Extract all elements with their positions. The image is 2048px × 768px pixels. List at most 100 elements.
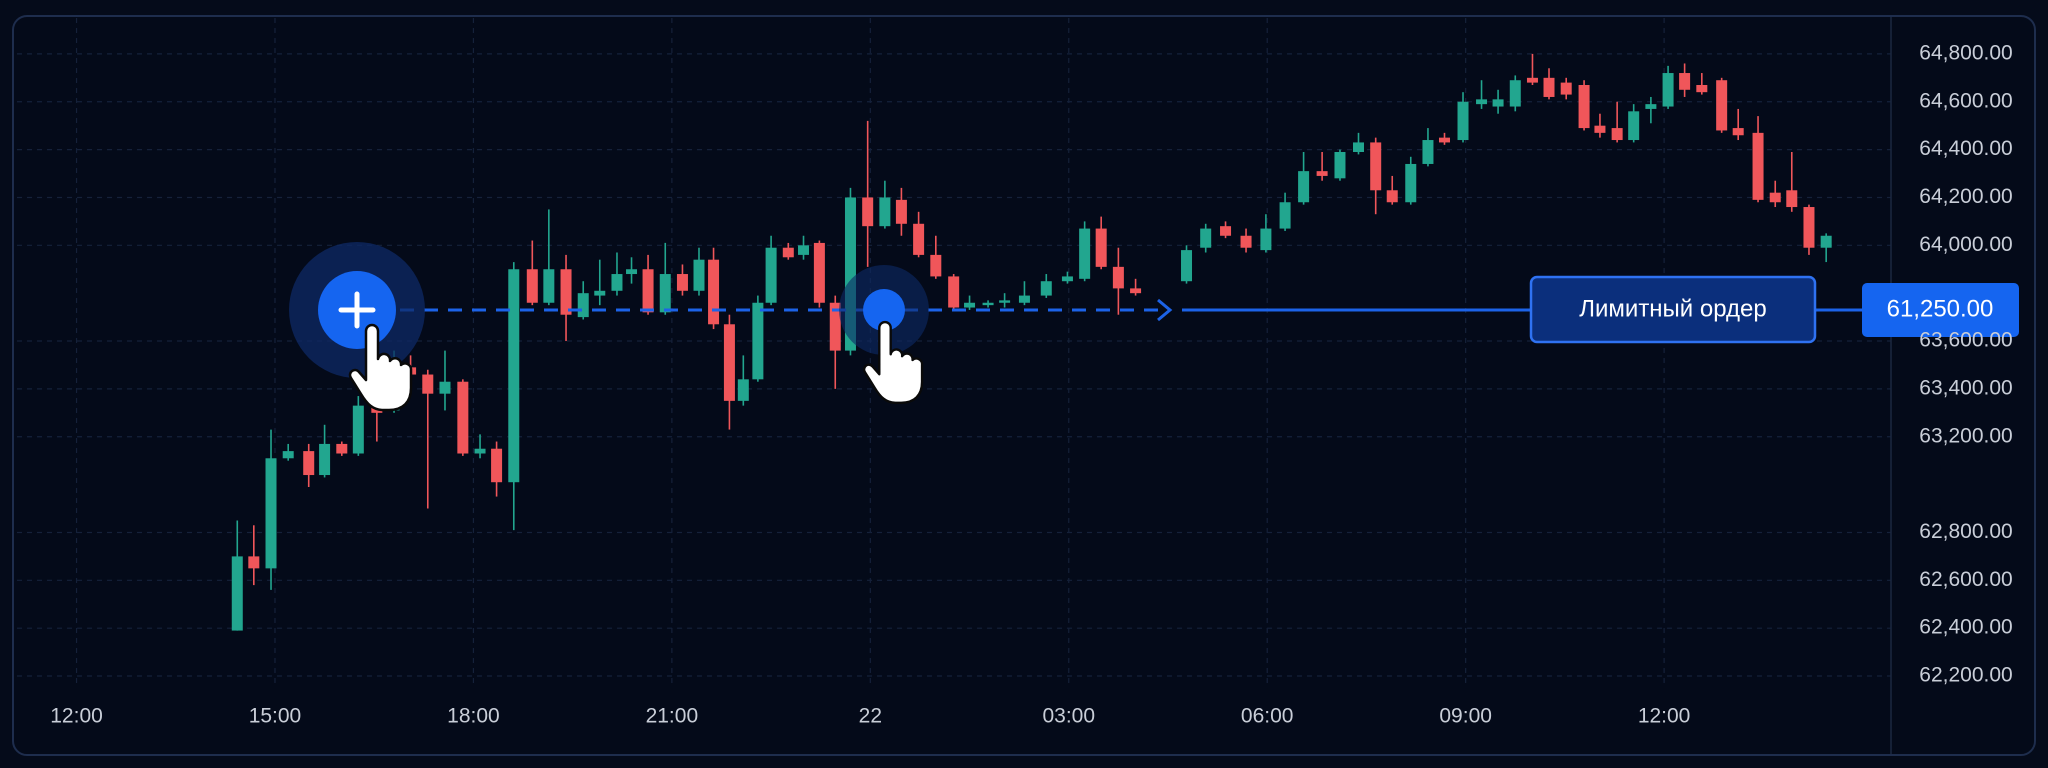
candle-body: [1611, 128, 1623, 141]
y-tick-label: 64,600.00: [1919, 89, 2012, 112]
candle-body: [491, 448, 503, 483]
candle-body: [765, 247, 777, 303]
candle-body: [1820, 235, 1832, 248]
candle-body: [752, 302, 764, 380]
y-tick-label: 64,000.00: [1919, 233, 2012, 256]
candle-body: [930, 254, 942, 277]
candle-body: [352, 405, 364, 454]
candle-body: [1095, 228, 1107, 267]
chart-frame: [12, 15, 2036, 756]
candle-body: [1018, 295, 1030, 303]
candle-body: [723, 324, 735, 401]
x-tick-label: 18:00: [447, 705, 500, 728]
candle-body: [1353, 142, 1365, 152]
candle-body: [474, 448, 486, 454]
candle-body: [1298, 171, 1310, 203]
candle-body: [813, 242, 825, 303]
candle-body: [1732, 128, 1744, 136]
candle-body: [782, 247, 794, 258]
candle-body: [248, 556, 260, 569]
candle-body: [1578, 85, 1590, 129]
candle-body: [913, 223, 925, 255]
candle-body: [1645, 104, 1657, 109]
candle-body: [1476, 99, 1488, 105]
candle-body: [543, 269, 555, 303]
candle-body: [1509, 80, 1521, 107]
y-tick-label: 63,600.00: [1919, 329, 2012, 352]
candle-body: [737, 379, 749, 401]
y-tick-label: 62,800.00: [1919, 520, 2012, 543]
candle-body: [1316, 171, 1328, 176]
candle-body: [282, 451, 294, 459]
candle-body: [829, 302, 841, 351]
candle-body: [1679, 73, 1691, 90]
candle-body: [982, 302, 994, 306]
candle-body: [659, 274, 671, 313]
candle-body: [422, 374, 434, 394]
candle-body: [1594, 125, 1606, 133]
candle-body: [319, 443, 331, 476]
candle-body: [1803, 207, 1815, 248]
y-tick-label: 64,200.00: [1919, 185, 2012, 208]
x-tick-label: 12:00: [1638, 705, 1691, 728]
candle-body: [1786, 190, 1798, 208]
candle-body: [1662, 73, 1674, 107]
candle-body: [1457, 101, 1469, 141]
candle-body: [1769, 192, 1781, 203]
x-tick-label: 22: [859, 705, 882, 728]
y-tick-label: 62,200.00: [1919, 664, 2012, 687]
candle-body: [626, 269, 638, 275]
candle-body: [457, 381, 469, 454]
order-price-tag: [1862, 283, 2019, 337]
candle-body: [1560, 82, 1572, 95]
y-tick-label: 62,600.00: [1919, 568, 2012, 591]
candle-body: [1438, 137, 1450, 143]
candle-body: [948, 276, 960, 308]
candle-body: [676, 274, 688, 291]
candle-body: [964, 302, 976, 308]
x-tick-label: 06:00: [1241, 705, 1294, 728]
candle-body: [1130, 288, 1142, 294]
plus-icon: [338, 291, 376, 329]
drag-point[interactable]: [863, 289, 905, 331]
y-tick-label: 63,200.00: [1919, 424, 2012, 447]
candle-body: [642, 269, 654, 313]
candle-body: [1370, 142, 1382, 191]
candle-body: [1181, 250, 1193, 282]
x-tick-label: 09:00: [1439, 705, 1492, 728]
candle-body: [1422, 140, 1434, 164]
candle-body: [577, 293, 589, 318]
candle-body: [1334, 152, 1346, 179]
x-tick-label: 12:00: [50, 705, 103, 728]
order-label: Лимитный ордер: [1579, 295, 1766, 322]
candle-body: [999, 300, 1011, 303]
candle-body: [560, 269, 572, 315]
order-label-box[interactable]: [1529, 275, 1817, 344]
candle-body: [1040, 281, 1052, 296]
candle-body: [1240, 235, 1252, 248]
candle-body: [1220, 226, 1232, 236]
y-tick-label: 62,400.00: [1919, 616, 2012, 639]
drag-arrow: [1157, 298, 1173, 322]
candle-body: [693, 259, 705, 291]
candle-body: [303, 451, 315, 476]
candle-body: [336, 443, 348, 454]
order-price: 61,250.00: [1887, 295, 1994, 322]
y-tick-label: 63,400.00: [1919, 376, 2012, 399]
candle-body: [439, 381, 451, 394]
candle-body: [1405, 163, 1417, 203]
candle-body: [1492, 99, 1504, 107]
candle-body: [844, 197, 856, 351]
y-tick-label: 64,400.00: [1919, 137, 2012, 160]
candle-body: [798, 245, 810, 255]
candle-body: [1752, 132, 1764, 200]
grid: [17, 18, 1891, 688]
candle-body: [231, 556, 243, 631]
candle-body: [862, 197, 874, 227]
candle-body: [1716, 80, 1728, 131]
candle-body: [895, 199, 907, 224]
candle-body: [1061, 276, 1073, 282]
candle-body: [1543, 77, 1555, 97]
